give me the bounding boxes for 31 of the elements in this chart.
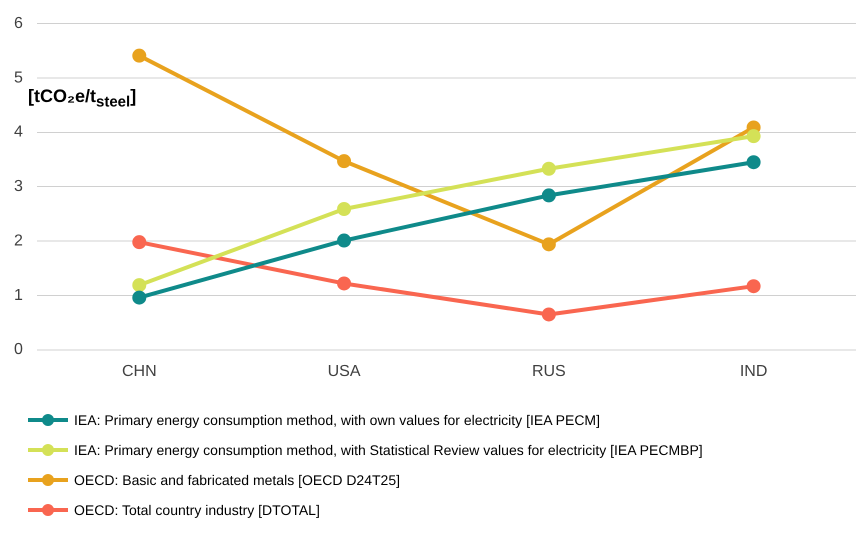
y-tick-label: 0 [14,341,23,358]
point [337,234,352,248]
point [132,278,146,292]
legend-label: IEA: Primary energy consumption method, with own values for electricity [IEA PECM] [74,412,600,428]
y-tick-label: 4 [14,124,23,141]
legend-label: OECD: Basic and fabricated metals [OECD D24T25] [74,472,400,488]
point [746,129,761,144]
point [337,154,352,168]
x-tick-label: RUS [532,362,566,380]
point [132,48,146,63]
point [542,237,556,252]
y-tick-label: 1 [14,286,23,304]
legend-label: OECD: Total country industry [DTOTAL] [74,502,320,518]
x-tick-label: IND [740,362,768,380]
point [337,202,352,216]
point [746,155,761,170]
y-tick-label: 3 [14,178,23,196]
point [746,279,761,294]
point [542,307,556,322]
point [132,290,146,305]
y-axis-title: [tCO₂e/t$_{steel}$] [28,86,136,111]
x-tick-label: CHN [122,362,157,380]
point [542,162,556,176]
x-tick-label: USA [328,362,361,380]
point [542,188,556,202]
point [337,276,352,290]
y-tick-label: 2 [14,232,23,250]
point [132,235,146,250]
y-tick-label: 5 [14,69,23,86]
y-tick-label: 6 [14,15,23,32]
legend-label: IEA: Primary energy consumption method, with Statistical Review values for electricity [IEA PECMBP] [74,442,703,458]
